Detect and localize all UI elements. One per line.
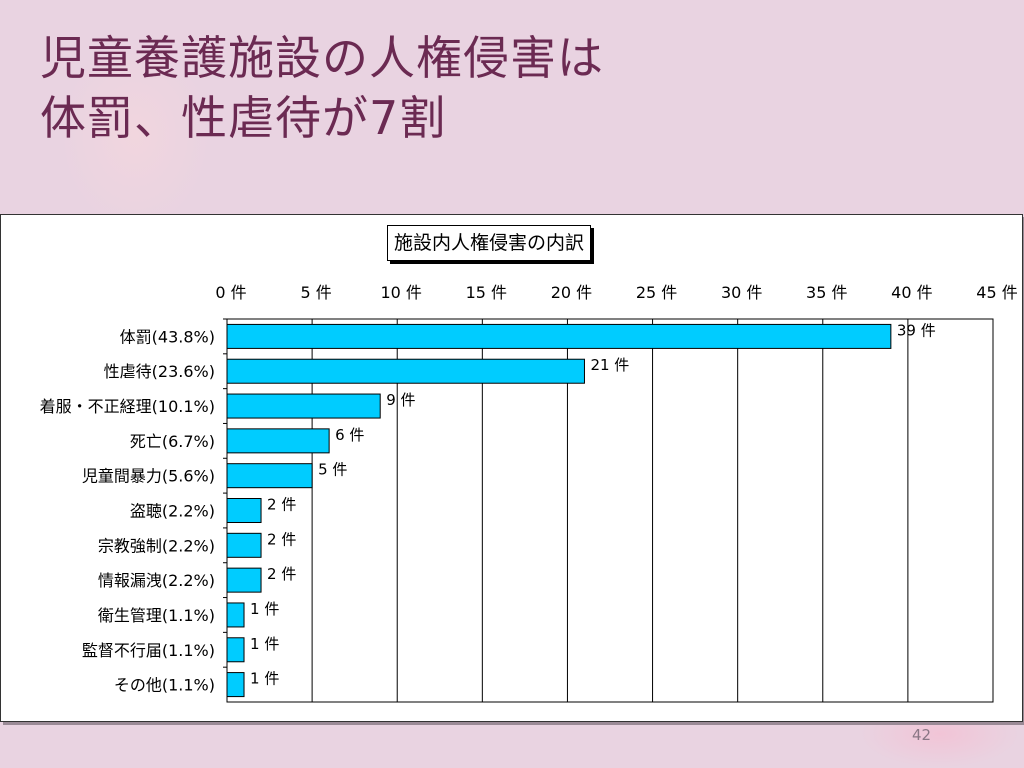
slide-title: 児童養護施設の人権侵害は 体罰、性虐待が7割 <box>40 28 604 148</box>
background-decoration <box>60 40 210 230</box>
data-label: 5 件 <box>318 461 347 479</box>
category-label: 情報漏洩(2.2%) <box>98 571 215 590</box>
chart-title: 施設内人権侵害の内訳 <box>387 225 592 261</box>
category-label: 体罰(43.8%) <box>120 327 215 346</box>
chart-panel: 0 件 5 件 10 件 15 件 20 件 25 件 30 件 35 件 40 件 45 件体罰… <box>0 214 1023 722</box>
x-tick-label: 40 件 <box>891 283 932 302</box>
data-label: 2 件 <box>267 530 296 548</box>
bar-chart: 0 件 5 件 10 件 15 件 20 件 25 件 30 件 35 件 40 件 45 件体罰… <box>40 283 1018 703</box>
data-label: 6 件 <box>335 426 364 444</box>
bar <box>226 358 585 384</box>
data-label: 2 件 <box>267 565 296 583</box>
x-tick-label: 30 件 <box>721 283 762 302</box>
category-label: 衛生管理(1.1%) <box>98 606 215 625</box>
x-tick-label: 5 件 <box>300 283 331 302</box>
data-label: 39 件 <box>897 321 936 339</box>
slide-title-line-2: 体罰、性虐待が7割 <box>40 91 447 145</box>
category-label: 宗教強制(2.2%) <box>98 536 215 555</box>
x-tick-label: 20 件 <box>551 283 592 302</box>
category-label: 性虐待(23.6%) <box>104 362 215 381</box>
x-tick-label: 35 件 <box>806 283 847 302</box>
data-label: 2 件 <box>267 496 296 514</box>
bar <box>226 393 381 419</box>
bar <box>226 602 245 628</box>
x-tick-label: 10 件 <box>380 283 421 302</box>
page-number: 42 <box>912 726 932 744</box>
x-tick-label: 15 件 <box>466 283 507 302</box>
category-label: 死亡(6.7%) <box>130 432 215 451</box>
x-tick-label: 0 件 <box>215 283 246 302</box>
bar <box>226 498 262 523</box>
x-tick-label: 25 件 <box>636 283 677 302</box>
category-label: 盗聴(2.2%) <box>130 502 215 521</box>
bar <box>226 672 245 698</box>
bar <box>226 567 262 593</box>
slide-title-line-1: 児童養護施設の人権侵害は <box>40 31 604 85</box>
bar <box>226 463 313 489</box>
category-label: 児童間暴力(5.6%) <box>82 467 215 486</box>
bar <box>226 428 330 454</box>
category-label: 着服・不正経理(10.1%) <box>40 397 215 416</box>
data-label: 1 件 <box>250 670 279 688</box>
data-label: 1 件 <box>250 635 279 653</box>
x-tick-label: 45 件 <box>976 283 1017 302</box>
category-label: 監督不行届(1.1%) <box>82 641 215 660</box>
bar <box>226 532 262 558</box>
data-label: 21 件 <box>590 356 629 374</box>
bar <box>226 323 892 349</box>
bar <box>226 637 245 663</box>
category-label: その他(1.1%) <box>114 676 215 695</box>
data-label: 1 件 <box>250 600 279 618</box>
data-label: 9 件 <box>386 391 415 409</box>
